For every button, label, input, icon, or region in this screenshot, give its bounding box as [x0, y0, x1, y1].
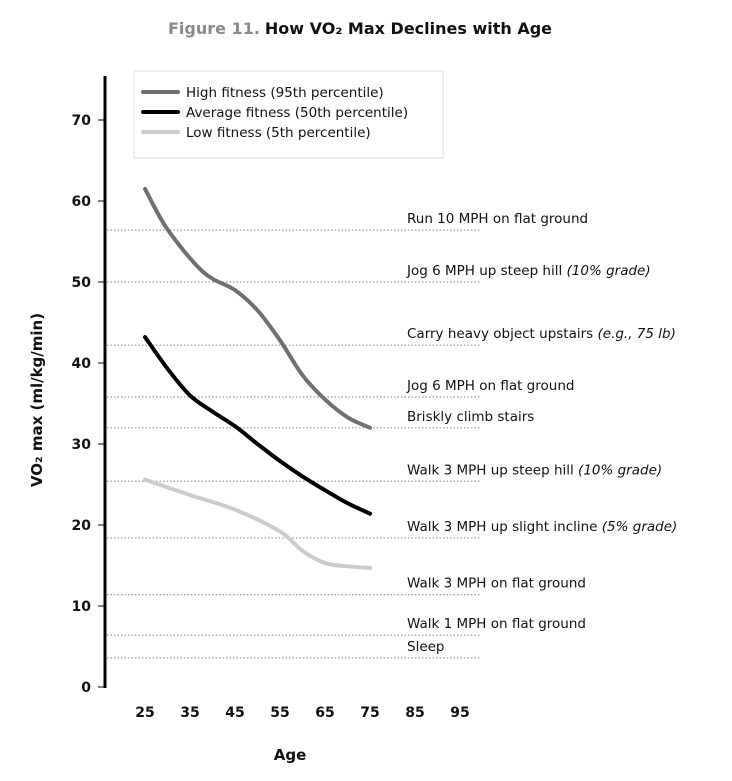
y-tick-label: 10	[72, 599, 92, 615]
reference-label-text: Briskly climb stairs	[407, 409, 534, 425]
reference-label: Walk 3 MPH up slight incline (5% grade)	[407, 519, 677, 535]
y-tick-label: 60	[72, 194, 92, 210]
x-tick-label: 75	[360, 705, 379, 721]
x-tick-label: 25	[135, 705, 154, 721]
y-tick-label: 40	[72, 356, 92, 372]
y-tick-label: 20	[72, 518, 92, 534]
y-tick-label: 0	[81, 680, 91, 696]
legend-label: Average fitness (50th percentile)	[186, 105, 408, 121]
x-axis-label: Age	[274, 746, 307, 764]
x-tick-label: 85	[405, 705, 424, 721]
reference-label: Run 10 MPH on flat ground	[407, 211, 588, 227]
reference-label-text: Carry heavy object upstairs	[407, 326, 598, 342]
x-tick-label: 55	[270, 705, 289, 721]
reference-label: Briskly climb stairs	[407, 409, 534, 425]
reference-label: Walk 1 MPH on flat ground	[407, 616, 586, 632]
y-tick-label: 30	[72, 437, 92, 453]
reference-label-text: Sleep	[407, 639, 445, 655]
legend-label: Low fitness (5th percentile)	[186, 125, 371, 141]
reference-label: Jog 6 MPH up steep hill (10% grade)	[406, 263, 651, 279]
x-tick-label: 45	[225, 705, 244, 721]
reference-label-note: (10% grade)	[578, 462, 662, 478]
title-main: How VO₂ Max Declines with Age	[265, 19, 552, 38]
x-tick-label: 65	[315, 705, 334, 721]
reference-label-text: Run 10 MPH on flat ground	[407, 211, 588, 227]
series-line-1	[143, 335, 372, 516]
reference-label: Walk 3 MPH up steep hill (10% grade)	[407, 462, 662, 478]
legend-box	[133, 70, 444, 159]
reference-label-note: (e.g., 75 lb)	[598, 326, 676, 342]
reference-label-text: Jog 6 MPH up steep hill	[406, 263, 567, 279]
reference-label: Jog 6 MPH on flat ground	[406, 378, 574, 394]
reference-label-note: (5% grade)	[602, 519, 678, 535]
reference-label-text: Walk 3 MPH on flat ground	[407, 576, 586, 592]
y-tick-label: 50	[72, 275, 92, 291]
reference-label: Walk 3 MPH on flat ground	[407, 576, 586, 592]
legend-label: High fitness (95th percentile)	[186, 85, 384, 101]
reference-label-text: Walk 3 MPH up slight incline	[407, 519, 602, 535]
title-prefix: Figure 11.	[168, 19, 260, 38]
reference-label-text: Jog 6 MPH on flat ground	[406, 378, 574, 394]
reference-label: Sleep	[407, 639, 445, 655]
y-tick-label: 70	[72, 113, 92, 129]
reference-label-text: Walk 1 MPH on flat ground	[407, 616, 586, 632]
chart-title: Figure 11. How VO₂ Max Declines with Age	[168, 19, 552, 38]
x-tick-label: 35	[180, 705, 199, 721]
reference-label-note: (10% grade)	[567, 263, 651, 279]
y-axis-label: VO₂ max (ml/kg/min)	[28, 313, 46, 487]
x-tick-label: 95	[450, 705, 469, 721]
series-line-0	[143, 186, 372, 430]
series-line-2	[143, 477, 372, 570]
reference-label: Carry heavy object upstairs (e.g., 75 lb…	[407, 326, 676, 342]
reference-label-text: Walk 3 MPH up steep hill	[407, 462, 578, 478]
